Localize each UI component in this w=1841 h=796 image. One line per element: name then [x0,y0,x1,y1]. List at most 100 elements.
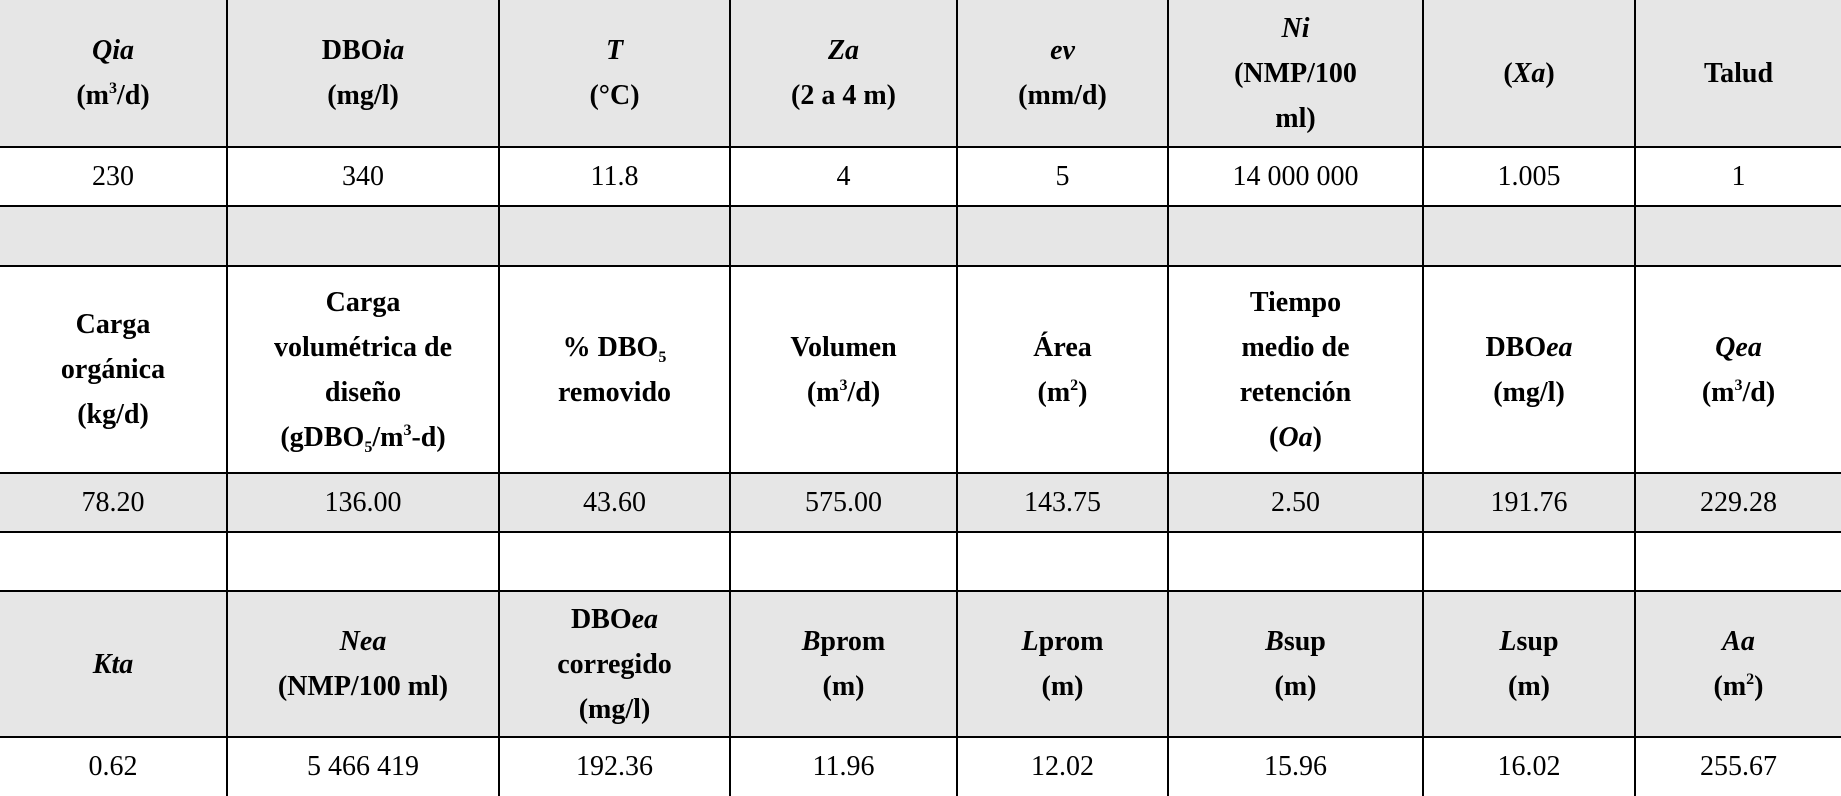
header-text: 2 [1746,671,1755,688]
header-text: (m [1701,376,1735,408]
header-cell: Volumen (m3/d) [729,265,958,474]
header-text: diseño [324,376,402,408]
header-line: Tiempo [1175,280,1416,325]
header-line: (m) [1430,664,1628,709]
header-line: (NMP/100 [1175,51,1416,96]
header-text: (NMP/100 [1234,57,1357,89]
header-line: Talud [1642,51,1835,96]
header-line: Za [737,28,950,73]
header-line: (m3/d) [6,73,220,118]
header-text: ml) [1275,102,1316,134]
data-cell: 11.96 [729,736,958,796]
header-line: (m3/d) [1642,370,1835,415]
header-text: B [801,626,821,657]
data-cell: 4 [729,146,958,207]
header-line: Lprom [964,619,1161,664]
header-text: ia [382,35,405,66]
header-text: /d) [1742,376,1776,408]
header-text: (2 a 4 m) [791,80,896,111]
header-line: medio de [1175,325,1416,370]
empty-cell [498,531,731,592]
header-line: removido [506,370,723,415]
header-text: ea [631,603,659,635]
header-cell: Ni (NMP/100 ml) [1167,0,1424,148]
spacer-row [0,205,1841,267]
header-cell: Lsup (m) [1422,590,1636,738]
data-cell: 5 466 419 [226,736,500,796]
empty-cell [226,531,500,592]
header-text: /m [372,421,404,453]
header-text: (kg/d) [77,399,149,430]
header-cell: Lprom (m) [956,590,1169,738]
header-cell: DBOia (mg/l) [226,0,500,148]
header-text: ( [1269,421,1279,453]
header-text: orgánica [60,354,166,385]
header-text: (m [1713,671,1747,702]
header-text: (m) [822,671,865,702]
header-line: Volumen [737,325,950,370]
header-line: DBOea [1430,325,1628,370]
header-text: ( [1503,57,1513,89]
header-text: (mm/d) [1018,80,1107,111]
header-text: Ni [1281,12,1310,44]
header-text: 3 [108,80,117,97]
header-cell: Qea (m3/d) [1634,265,1841,474]
header-text: (mg/l) [1493,376,1565,408]
header-text: medio de [1241,331,1350,363]
data-cell: 229.28 [1634,472,1841,533]
header-text: L [1021,626,1039,657]
header-line: (°C) [506,73,723,118]
header-text: (mg/l) [327,80,399,111]
data-cell: 255.67 [1634,736,1841,796]
header-line: (mg/l) [1430,370,1628,415]
data-row: 230 340 11.8 4 5 14 000 000 1.005 1 [0,146,1841,207]
header-cell: Área (m2) [956,265,1169,474]
empty-cell [226,205,500,267]
header-line: (2 a 4 m) [737,73,950,118]
header-line: ml) [1175,96,1416,141]
header-line: (kg/d) [6,392,220,437]
header-text: sup [1516,626,1559,657]
header-text: retención [1239,376,1352,408]
empty-cell [498,205,731,267]
data-cell: 575.00 [729,472,958,533]
header-text: Área [1033,331,1092,363]
header-text: Carga [325,286,401,318]
header-cell: DBOea corregido (mg/l) [498,590,731,738]
header-line: Área [964,325,1161,370]
header-text: Volumen [790,331,897,363]
empty-cell [1422,531,1636,592]
data-cell: 1 [1634,146,1841,207]
header-cell: ev (mm/d) [956,0,1169,148]
header-text: (m [806,376,840,408]
header-line: Qia [6,28,220,73]
data-cell: 11.8 [498,146,731,207]
header-text: 3 [1734,376,1743,394]
header-line: Bsup [1175,619,1416,664]
header-line: (Xa) [1430,51,1628,96]
header-text: DBO [321,35,383,66]
header-line: (m2) [1642,664,1835,709]
header-text: (m) [1508,671,1550,702]
empty-cell [956,531,1169,592]
header-text: B [1265,626,1284,657]
data-cell: 0.62 [0,736,228,796]
data-cell: 1.005 [1422,146,1636,207]
header-text: Talud [1703,57,1774,89]
header-text: ) [1754,671,1764,702]
header-line: Kta [6,642,220,687]
header-line: (mg/l) [234,73,492,118]
header-line: DBOia [234,28,492,73]
header-cell: Kta [0,590,228,738]
header-text: 2 [1070,376,1079,394]
header-line: volumétrica de [234,325,492,370]
header-row: Carga orgánica (kg/d) Carga volumétrica de di… [0,265,1841,474]
header-text: % DBO [562,331,659,363]
header-line: % DBO5 [506,325,723,370]
data-cell: 340 [226,146,500,207]
header-text: DBO [1485,331,1547,363]
data-cell: 12.02 [956,736,1169,796]
header-text: Xa [1512,57,1546,89]
